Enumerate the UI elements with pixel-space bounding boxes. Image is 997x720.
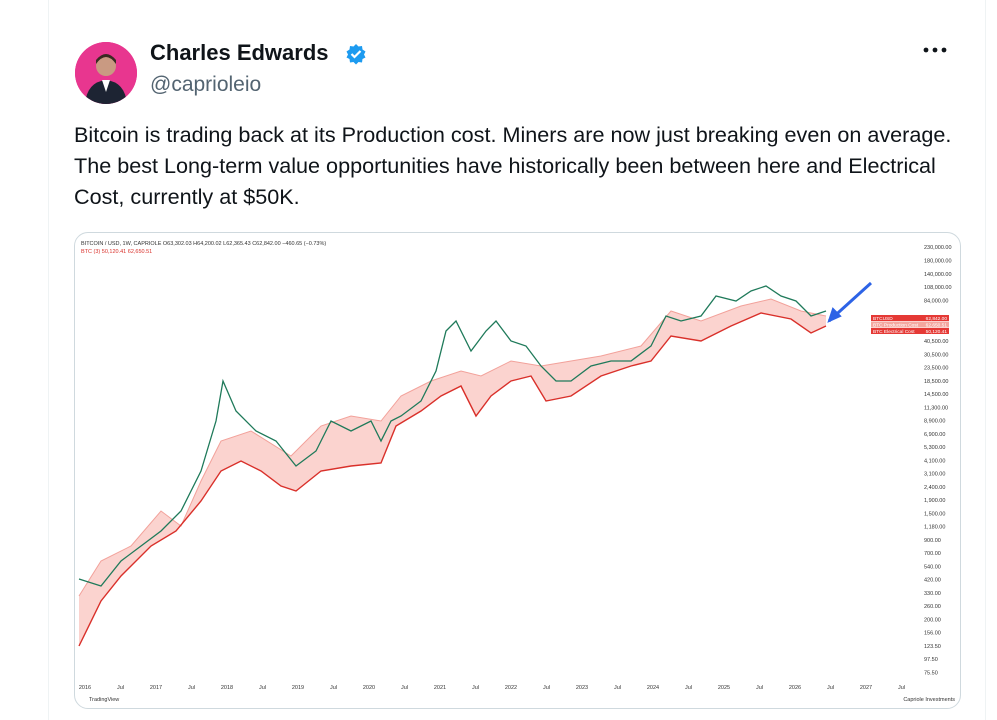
price-axis-label: 180,000.00 <box>924 258 952 264</box>
chart-drawing <box>78 285 827 647</box>
price-axis-label: 156.00 <box>924 631 941 637</box>
price-axis-label: 84,000.00 <box>924 299 948 305</box>
price-axis-label: 8,900.00 <box>924 419 945 425</box>
time-axis-label: 2020 <box>363 685 375 691</box>
price-axis-label: 4,100.00 <box>924 458 945 464</box>
time-axis-label: 2024 <box>647 685 659 691</box>
time-axis-label: Jul <box>188 685 195 691</box>
price-axis-label: 200.00 <box>924 617 941 623</box>
time-axis-label: Jul <box>472 685 479 691</box>
time-axis-label: 2025 <box>718 685 730 691</box>
time-axis-label: 2021 <box>434 685 446 691</box>
price-axis-label: 6,900.00 <box>924 432 945 438</box>
price-axis-label: 14,500.00 <box>924 392 948 398</box>
price-tag-label: BTCUSD <box>873 316 893 322</box>
price-axis-label: 260.00 <box>924 604 941 610</box>
time-axis-label: 2017 <box>150 685 162 691</box>
electrical-cost-line <box>78 312 827 647</box>
author-name[interactable]: Charles Edwards <box>150 40 329 65</box>
tweet-image[interactable]: BITCOIN / USD, 1W, CAPRIOLE O63,302.03 H… <box>74 232 961 709</box>
price-axis-label: 1,180.00 <box>924 525 945 531</box>
avatar-art <box>75 42 137 104</box>
price-axis-label: 1,500.00 <box>924 511 945 517</box>
time-axis-label: 2019 <box>292 685 304 691</box>
price-axis-label: 230,000.00 <box>924 245 952 251</box>
footer-right: Capriole Investments <box>903 697 955 703</box>
price-axis-label: 330.00 <box>924 591 941 597</box>
time-axis-label: Jul <box>259 685 266 691</box>
timeline-border <box>48 0 49 720</box>
time-axis-label: Jul <box>685 685 692 691</box>
price-axis-label: 2,400.00 <box>924 485 945 491</box>
price-tag <box>871 328 949 334</box>
time-axis-label: Jul <box>614 685 621 691</box>
verified-badge <box>346 44 366 65</box>
time-axis-label: 2027 <box>860 685 872 691</box>
arrow-head <box>827 307 842 323</box>
price-axis-label: 1,900.00 <box>924 498 945 504</box>
chart-image: BITCOIN / USD, 1W, CAPRIOLE O63,302.03 H… <box>78 241 955 703</box>
chart-legend: BTC (3) 50,120.41 62,650.51 <box>81 249 152 255</box>
time-axis-label: Jul <box>827 685 834 691</box>
price-tag-value: 62,842.00 <box>926 316 948 322</box>
cost-band <box>79 299 826 646</box>
time-axis-label: Jul <box>330 685 337 691</box>
time-axis-label: Jul <box>117 685 124 691</box>
price-line <box>78 285 827 587</box>
price-axis-label: 700.00 <box>924 551 941 557</box>
price-tag-label: BTC Production Cost <box>873 322 919 328</box>
price-axis-label: 97.50 <box>924 657 938 663</box>
price-tag <box>871 321 949 328</box>
price-tag-value: 62,650.51 <box>926 322 948 328</box>
time-axis-label: 2018 <box>221 685 233 691</box>
author-handle[interactable]: @caprioleio <box>150 73 262 96</box>
avatar[interactable] <box>75 42 137 104</box>
price-axis-label: 140,000.00 <box>924 272 952 278</box>
price-tag <box>871 315 949 321</box>
time-axis-label: Jul <box>543 685 550 691</box>
time-axis-label: 2026 <box>789 685 801 691</box>
price-axis-label: 23,500.00 <box>924 366 948 372</box>
price-axis-label: 900.00 <box>924 538 941 544</box>
production-cost-line <box>78 298 827 597</box>
price-axis-label: 108,000.00 <box>924 285 952 291</box>
price-axis-label: 540.00 <box>924 564 941 570</box>
price-axis-label: 30,500.00 <box>924 352 948 358</box>
price-axis-label: 3,100.00 <box>924 472 945 478</box>
timeline-border <box>985 0 986 720</box>
price-axis-label: 420.00 <box>924 578 941 584</box>
price-axis-label: 5,300.00 <box>924 445 945 451</box>
price-axis-label: 123.50 <box>924 644 941 650</box>
price-axis-label: 11,300.00 <box>924 405 948 411</box>
footer-left: TradingView <box>89 697 119 703</box>
price-axis-label: 40,500.00 <box>924 339 948 345</box>
price-tag-label: BTC Electrical Cost <box>873 329 915 335</box>
time-axis-label: 2023 <box>576 685 588 691</box>
chart-header: BITCOIN / USD, 1W, CAPRIOLE O63,302.03 H… <box>81 241 326 247</box>
time-axis-label: 2022 <box>505 685 517 691</box>
price-axis-label: 18,500.00 <box>924 379 948 385</box>
tweet-text: Bitcoin is trading back at its Productio… <box>74 122 952 209</box>
price-tag-value: 50,120.41 <box>926 329 948 335</box>
time-axis-label: Jul <box>756 685 763 691</box>
time-axis-label: 2016 <box>79 685 91 691</box>
time-axis-label: Jul <box>898 685 905 691</box>
more-button[interactable] <box>921 36 949 64</box>
time-axis-label: Jul <box>401 685 408 691</box>
price-axis-label: 75.50 <box>924 670 938 676</box>
